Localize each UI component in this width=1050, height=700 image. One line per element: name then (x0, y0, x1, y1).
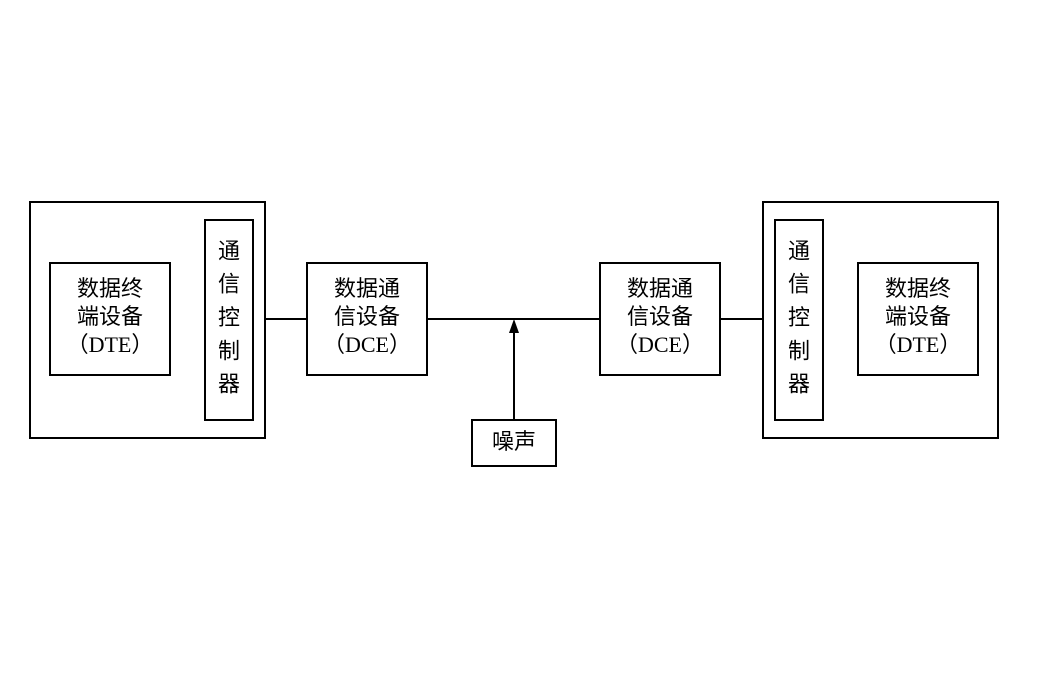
arrow-head-icon (509, 319, 519, 333)
left-controller-char-1: 信 (218, 272, 240, 297)
right-controller-char-4: 器 (788, 372, 810, 397)
dce-right-line3: （DCE） (616, 332, 704, 357)
diagram-canvas: 数据终端设备（DTE）通信控制器数据通信设备（DCE）数据通信设备（DCE）通信… (0, 0, 1050, 700)
left-dte-line2: 端设备 (77, 304, 143, 329)
right-controller-char-3: 制 (788, 338, 810, 363)
right-dte-line2: 端设备 (885, 304, 951, 329)
dce-right-line1: 数据通 (627, 276, 693, 301)
noise-label: 噪声 (492, 429, 536, 454)
right-controller-char-2: 控 (788, 305, 810, 330)
left-controller-char-2: 控 (218, 305, 240, 330)
dce-right-line2: 信设备 (627, 304, 693, 329)
left-dte-line1: 数据终 (77, 276, 143, 301)
dce-left-line2: 信设备 (334, 304, 400, 329)
right-dte-line3: （DTE） (875, 332, 962, 357)
dce-left-line3: （DCE） (323, 332, 411, 357)
dce-left-line1: 数据通 (334, 276, 400, 301)
left-controller-char-4: 器 (218, 372, 240, 397)
left-controller-char-0: 通 (218, 238, 240, 263)
left-dte-line3: （DTE） (67, 332, 154, 357)
left-controller-char-3: 制 (218, 338, 240, 363)
right-dte-line1: 数据终 (885, 276, 951, 301)
right-controller-char-0: 通 (788, 238, 810, 263)
right-controller-char-1: 信 (788, 272, 810, 297)
